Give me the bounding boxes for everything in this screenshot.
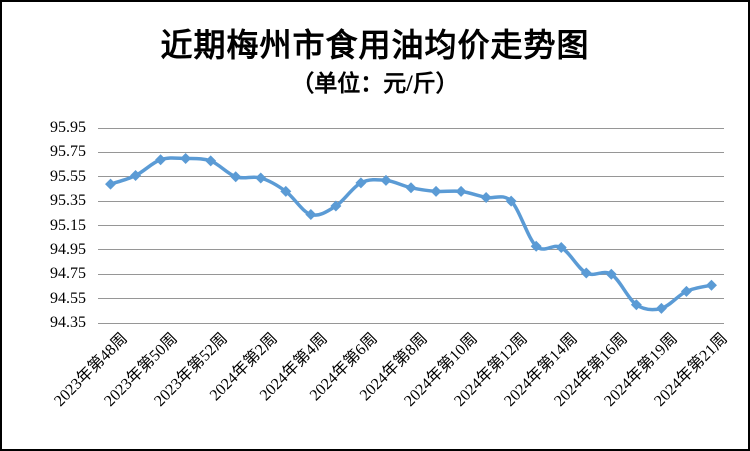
trend-line bbox=[108, 156, 714, 312]
data-point-marker bbox=[655, 302, 667, 314]
data-point-marker bbox=[330, 200, 342, 212]
y-tick-label: 94.95 bbox=[50, 240, 86, 258]
y-tick-label: 94.35 bbox=[50, 314, 86, 331]
gridline bbox=[98, 200, 724, 202]
gridline bbox=[98, 298, 724, 300]
gridline bbox=[98, 151, 724, 153]
data-point-marker bbox=[505, 195, 517, 207]
gridline bbox=[98, 176, 724, 178]
data-point-marker bbox=[355, 177, 367, 189]
y-tick-label: 95.35 bbox=[50, 192, 86, 210]
chart-subtitle: （单位：元/斤） bbox=[291, 71, 459, 96]
data-point-marker bbox=[305, 209, 317, 221]
data-point-marker bbox=[430, 185, 442, 197]
data-point-marker bbox=[555, 241, 567, 253]
data-point-marker bbox=[105, 178, 117, 190]
data-point-marker bbox=[155, 154, 167, 166]
data-point-marker bbox=[530, 240, 542, 252]
data-point-marker bbox=[480, 191, 492, 203]
chart-title: 近期梅州市食用油均价走势图 bbox=[160, 27, 590, 63]
data-point-marker bbox=[205, 155, 217, 167]
data-point-marker bbox=[705, 279, 717, 291]
data-point-marker bbox=[580, 267, 592, 279]
y-tick-label: 95.75 bbox=[50, 143, 86, 161]
data-point-marker bbox=[255, 172, 267, 184]
data-point-marker bbox=[605, 268, 617, 280]
data-point-marker bbox=[180, 152, 192, 164]
gridline bbox=[98, 225, 724, 226]
gridline bbox=[98, 322, 724, 324]
data-point-marker bbox=[630, 299, 642, 311]
data-point-marker bbox=[680, 285, 692, 297]
y-tick-label: 94.75 bbox=[50, 265, 86, 283]
data-point-marker bbox=[455, 185, 467, 197]
data-point-marker bbox=[405, 182, 417, 194]
data-point-marker bbox=[280, 185, 292, 197]
data-point-marker bbox=[130, 170, 142, 182]
data-point-marker bbox=[380, 174, 392, 186]
y-tick-label: 95.95 bbox=[50, 119, 86, 136]
y-tick-label: 95.55 bbox=[50, 167, 86, 185]
y-tick-label: 94.55 bbox=[50, 289, 86, 307]
gridline bbox=[98, 127, 724, 129]
y-tick-label: 95.15 bbox=[50, 216, 86, 234]
gridline bbox=[98, 249, 724, 251]
data-point-marker bbox=[230, 171, 242, 183]
gridline bbox=[98, 273, 724, 275]
